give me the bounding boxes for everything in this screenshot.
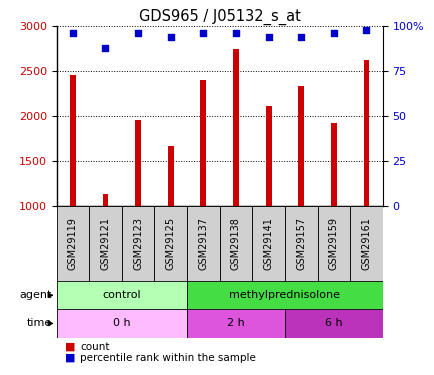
Bar	[168, 146, 173, 206]
Point	[135, 30, 141, 36]
Text: percentile rank within the sample: percentile rank within the sample	[80, 353, 256, 363]
Bar	[200, 80, 206, 206]
Text: GSM29137: GSM29137	[198, 217, 208, 270]
Text: 0 h: 0 h	[113, 318, 130, 328]
Bar	[154, 206, 187, 281]
Bar	[265, 106, 271, 206]
Text: ■: ■	[65, 353, 76, 363]
Bar	[363, 60, 368, 206]
Bar	[56, 206, 89, 281]
Bar	[187, 206, 219, 281]
Text: GSM29121: GSM29121	[100, 217, 110, 270]
Text: 2 h: 2 h	[227, 318, 244, 328]
Bar	[284, 206, 317, 281]
Bar	[102, 194, 108, 206]
Bar	[252, 206, 284, 281]
Text: GSM29125: GSM29125	[165, 217, 175, 270]
Text: GSM29161: GSM29161	[361, 217, 371, 270]
Bar	[219, 206, 252, 281]
Bar	[135, 120, 141, 206]
Bar	[187, 309, 284, 338]
Bar	[330, 123, 336, 206]
Point	[167, 34, 174, 40]
Bar	[122, 206, 154, 281]
Title: GDS965 / J05132_s_at: GDS965 / J05132_s_at	[138, 9, 300, 25]
Point	[232, 30, 239, 36]
Text: count: count	[80, 342, 110, 352]
Bar	[349, 206, 382, 281]
Bar	[56, 309, 187, 338]
Text: GSM29119: GSM29119	[68, 217, 78, 270]
Text: GSM29123: GSM29123	[133, 217, 143, 270]
Text: GSM29141: GSM29141	[263, 217, 273, 270]
Text: 6 h: 6 h	[324, 318, 342, 328]
Bar	[70, 75, 76, 206]
Text: time: time	[27, 318, 52, 328]
Point	[265, 34, 272, 40]
Point	[102, 45, 108, 51]
Text: GSM29157: GSM29157	[296, 217, 306, 270]
Point	[297, 34, 304, 40]
Bar	[89, 206, 122, 281]
Point	[362, 27, 369, 33]
Point	[330, 30, 337, 36]
Text: GSM29159: GSM29159	[328, 217, 338, 270]
Text: ■: ■	[65, 342, 76, 352]
Bar	[233, 49, 238, 206]
Bar	[284, 309, 382, 338]
Text: control: control	[102, 290, 141, 300]
Bar	[56, 281, 187, 309]
Point	[199, 30, 207, 36]
Text: agent: agent	[20, 290, 52, 300]
Bar	[298, 86, 303, 206]
Text: GSM29138: GSM29138	[230, 217, 240, 270]
Bar	[317, 206, 349, 281]
Point	[69, 30, 76, 36]
Bar	[187, 281, 382, 309]
Text: methylprednisolone: methylprednisolone	[229, 290, 340, 300]
